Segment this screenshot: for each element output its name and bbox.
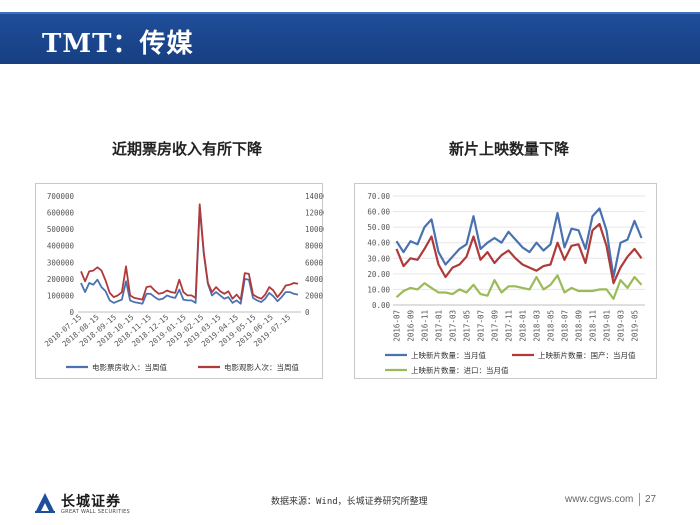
x-tick-label: 2018-05 (547, 310, 556, 342)
x-tick-label: 2017-01 (435, 310, 444, 342)
y-left-tick-label: 500000 (47, 225, 75, 234)
y-left-tick-label: 0 (69, 308, 74, 317)
x-tick-label: 2017-07 (477, 310, 486, 342)
x-tick-label: 2016-07 (393, 310, 402, 342)
y-tick-label: 40.00 (367, 239, 390, 248)
y-left-tick-label: 400000 (47, 242, 75, 251)
x-tick-label: 2018-03 (533, 310, 542, 342)
y-tick-label: 60.00 (367, 208, 390, 217)
x-tick-label: 2018-07 (561, 310, 570, 342)
y-right-tick-label: 8000 (305, 242, 324, 251)
x-tick-label: 2016-09 (407, 310, 416, 342)
y-tick-label: 50.00 (367, 223, 390, 232)
y-tick-label: 70.00 (367, 192, 390, 201)
y-right-tick-label: 2000 (305, 291, 324, 300)
y-left-tick-label: 300000 (47, 258, 75, 267)
box-office-chart-svg: 0100000200000300000400000500000600000700… (43, 192, 324, 372)
y-right-tick-label: 4000 (305, 275, 324, 284)
website-link[interactable]: www.cgws.com (565, 494, 634, 505)
data-source-note: 数据来源：Wind，长城证券研究所整理 (271, 497, 428, 507)
imported-new-films-line (395, 274, 643, 300)
y-right-tick-label: 0 (305, 308, 310, 317)
legend-label: 上映新片数量：国产：当月值 (538, 350, 636, 360)
x-tick-label: 2018-11 (589, 310, 598, 342)
x-tick-label: 2018-09 (575, 310, 584, 342)
attendance-line (80, 203, 299, 301)
new-films-chart: 0.00 10.00 20.00 30.00 40.00 50.00 60.00 70.00 2… (354, 183, 657, 379)
x-tick-label: 2019-05 (631, 310, 640, 342)
page-number: 27 (645, 494, 657, 505)
x-tick-label: 2019-03 (617, 310, 626, 342)
y-tick-label: 20.00 (367, 270, 390, 279)
x-tick-label: 2016-11 (421, 310, 430, 342)
x-tick-label: 2019-01 (603, 310, 612, 342)
total-new-films-line (395, 207, 643, 279)
x-tick-label: 2017-03 (449, 310, 458, 342)
company-logo: 长城证券 GREAT WALL SECURITIES (33, 491, 153, 519)
new-films-chart-svg: 0.00 10.00 20.00 30.00 40.00 50.00 60.00 70.00 2… (367, 192, 645, 375)
company-name-cn: 长城证券 (61, 494, 121, 510)
y-left-tick-label: 700000 (47, 192, 75, 201)
box-office-chart-title: 近期票房收入有所下降 (112, 140, 263, 158)
page-title: TMT：传媒 (42, 29, 194, 59)
y-tick-label: 30.00 (367, 254, 390, 263)
x-tick-label: 2017-09 (491, 310, 500, 342)
new-films-chart-title: 新片上映数量下降 (449, 140, 570, 158)
legend-label: 上映新片数量：当月值 (411, 350, 486, 360)
legend-label: 电影票房收入：当周值 (92, 362, 167, 372)
header-bar: TMT：传媒 (0, 12, 700, 64)
domestic-new-films-line (395, 222, 643, 285)
y-left-tick-label: 200000 (47, 275, 75, 284)
legend-label: 电影观影人次：当周值 (224, 362, 299, 372)
y-left-tick-label: 100000 (47, 291, 75, 300)
y-right-tick-label: 12000 (305, 209, 324, 218)
legend-label: 上映新片数量：进口：当月值 (411, 365, 509, 375)
x-tick-label: 2017-05 (463, 310, 472, 342)
y-tick-label: 10.00 (367, 285, 390, 294)
y-right-tick-label: 14000 (305, 192, 324, 201)
x-tick-label: 2017-11 (505, 310, 514, 342)
box-office-chart: 0 100000 200000 300000 400000 500000 600000 700… (35, 183, 324, 379)
y-tick-label: 0.00 (372, 301, 391, 310)
x-tick-label: 2018-01 (519, 310, 528, 342)
y-right-tick-label: 10000 (305, 225, 324, 234)
y-left-tick-label: 600000 (47, 209, 75, 218)
box-office-revenue-line (80, 206, 299, 305)
footer-divider (639, 493, 640, 506)
y-right-tick-label: 6000 (305, 258, 324, 267)
great-wall-logo-icon (35, 493, 55, 513)
company-name-en: GREAT WALL SECURITIES (61, 509, 131, 515)
